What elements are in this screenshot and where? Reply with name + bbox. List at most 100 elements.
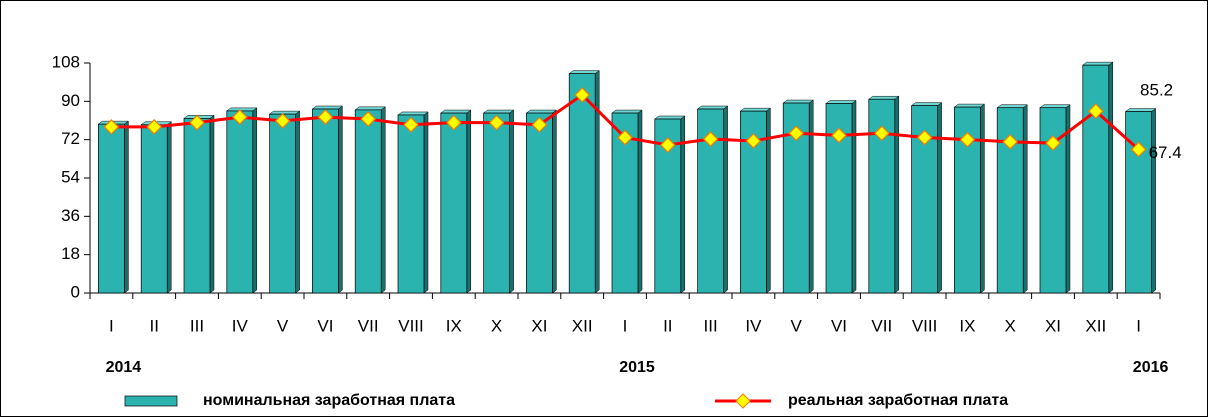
bar-top: [654, 115, 686, 120]
x-tick-label: XI: [531, 316, 547, 335]
bar: [483, 112, 510, 294]
bar: [226, 110, 254, 294]
marker: [531, 116, 548, 133]
x-tick-label: XII: [1085, 316, 1106, 335]
bar-side: [509, 109, 514, 294]
x-tick-label: I: [109, 316, 114, 335]
marker: [1130, 141, 1147, 158]
legend-marker: [735, 393, 751, 409]
bar-side: [766, 107, 771, 294]
marker: [745, 133, 762, 149]
bar-top: [226, 107, 258, 112]
bar-top: [525, 109, 558, 114]
marker: [574, 87, 591, 103]
bar-top: [782, 99, 814, 104]
bar-side: [423, 111, 429, 294]
marker: [702, 131, 719, 147]
bar: [98, 123, 125, 294]
x-tick-label: II: [663, 316, 672, 335]
x-tick-label: XII: [572, 316, 593, 335]
bar-side: [808, 99, 814, 294]
legend-label: реальная заработная плата: [788, 392, 1008, 409]
bar: [397, 114, 425, 294]
y-tick-label: 90: [61, 91, 80, 110]
bar-top: [996, 104, 1028, 108]
marker: [488, 114, 505, 131]
x-tick-label: I: [623, 316, 628, 335]
bar-side: [209, 114, 215, 294]
bar-side: [980, 103, 985, 294]
bar: [440, 112, 468, 294]
bar-side: [937, 102, 942, 294]
bar-side: [637, 109, 643, 294]
bar-top: [440, 109, 472, 114]
bar-side: [851, 99, 857, 294]
y-tick-label: 36: [61, 206, 80, 225]
bar: [354, 109, 382, 294]
y-tick-label: 18: [61, 244, 80, 263]
x-tick-label: IX: [446, 316, 462, 335]
x-tick-label: VIII: [912, 316, 938, 335]
bar-side: [723, 105, 728, 294]
x-tick-label: XI: [1045, 316, 1061, 335]
y-tick-label: 54: [61, 167, 80, 186]
marker: [617, 129, 633, 146]
bar: [183, 118, 211, 294]
bar: [1082, 64, 1110, 294]
bar-side: [252, 107, 258, 294]
bar-side: [552, 109, 557, 294]
bar-top: [311, 105, 344, 110]
legend-swatch: [124, 395, 178, 407]
x-tick-label: V: [277, 316, 289, 335]
x-tick-label: VII: [871, 316, 892, 335]
bar-top: [397, 111, 429, 116]
marker: [189, 114, 205, 131]
x-tick-label: VIII: [398, 316, 424, 335]
x-tick-label: VI: [317, 316, 333, 335]
marker: [831, 127, 847, 144]
marker: [360, 111, 377, 127]
value-label: 85.2: [1140, 80, 1173, 99]
marker: [873, 125, 890, 142]
bar-side: [1022, 104, 1028, 294]
bar: [1125, 111, 1152, 294]
bar-top: [354, 106, 386, 111]
marker: [916, 129, 933, 146]
year-label: 2016: [1133, 359, 1169, 376]
marker: [445, 114, 462, 131]
legend-label: номинальная заработная плата: [203, 392, 455, 409]
bar: [140, 124, 168, 294]
bar-top: [482, 109, 515, 114]
marker: [231, 109, 248, 125]
x-tick-label: I: [1136, 316, 1141, 335]
bar-top: [910, 102, 943, 106]
bar-top: [1124, 108, 1157, 112]
bar-top: [739, 107, 772, 112]
marker: [1087, 103, 1104, 119]
marker: [317, 109, 334, 125]
marker: [403, 116, 419, 133]
x-tick-label: II: [149, 316, 158, 335]
bar-top: [268, 110, 301, 115]
x-tick-label: V: [791, 316, 803, 335]
x-tick-label: III: [704, 316, 718, 335]
bar-side: [295, 110, 300, 294]
y-tick-label: 108: [52, 52, 80, 71]
x-tick-label: X: [1005, 316, 1016, 335]
marker: [146, 119, 163, 135]
marker: [1045, 135, 1061, 151]
x-tick-label: X: [491, 316, 502, 335]
bar-side: [1108, 61, 1114, 294]
x-tick-label: IX: [959, 316, 975, 335]
bar-side: [380, 106, 386, 294]
bar-top: [696, 105, 729, 110]
marker: [103, 119, 120, 135]
bar-side: [894, 95, 900, 294]
bar-top: [868, 95, 900, 100]
bar-top: [1039, 104, 1071, 108]
bar-top: [825, 100, 857, 104]
marker: [274, 113, 291, 129]
x-tick-label: III: [190, 316, 204, 335]
bar: [568, 73, 596, 294]
